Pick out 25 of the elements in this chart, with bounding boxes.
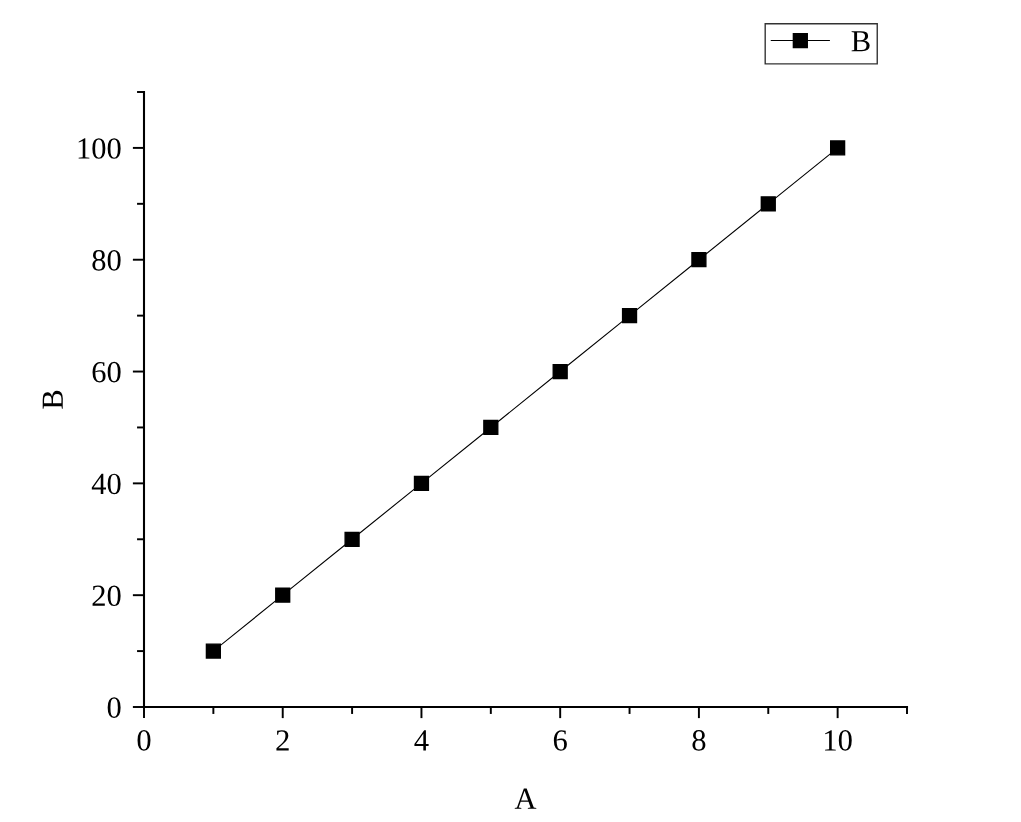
y-tick-label: 60 xyxy=(92,361,121,383)
point xyxy=(344,531,360,547)
point xyxy=(552,363,568,380)
point xyxy=(760,196,776,212)
y-tick-label: 40 xyxy=(91,473,121,495)
y-tick-label: 100 xyxy=(78,138,121,159)
x-tick-label: 4 xyxy=(414,730,429,751)
y-axis-title: B xyxy=(42,390,63,409)
x-tick-label: 10 xyxy=(825,730,852,751)
x-tick-label: 0 xyxy=(137,730,151,751)
x-tick-label: 8 xyxy=(692,730,706,751)
legend-label: B xyxy=(851,31,870,52)
x-tick-label: 2 xyxy=(276,730,289,751)
x-axis-title: A xyxy=(514,788,537,809)
point xyxy=(483,419,499,436)
point xyxy=(829,140,846,156)
point xyxy=(205,643,222,659)
point xyxy=(275,587,291,603)
point xyxy=(413,475,430,492)
y-tick-label: 0 xyxy=(107,697,121,718)
point xyxy=(621,307,638,324)
y-tick-label: 80 xyxy=(92,250,121,271)
point xyxy=(691,252,707,268)
x-tick-label: 6 xyxy=(553,730,567,751)
y-tick-label: 20 xyxy=(92,585,121,607)
